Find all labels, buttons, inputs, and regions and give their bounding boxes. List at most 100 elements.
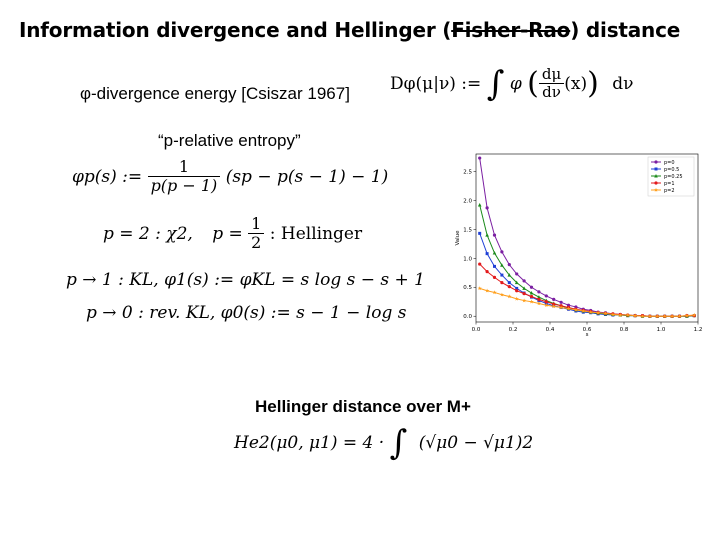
series-p-2 <box>477 286 697 318</box>
x-tick-label: 1.2 <box>694 327 703 333</box>
data-point <box>492 290 497 295</box>
data-point <box>507 294 512 299</box>
y-tick-label: 0.5 <box>463 285 472 291</box>
data-point <box>551 304 556 309</box>
phi-divergence-formula: Dφ(μ|ν) := ∫ φ (dμ dν (x)) dν <box>390 63 634 104</box>
data-point <box>654 174 658 178</box>
data-point <box>485 233 489 237</box>
x-tick-label: 0.0 <box>472 327 481 333</box>
data-point <box>507 263 511 267</box>
case-hellinger-text: : Hellinger <box>269 223 363 244</box>
data-point <box>537 295 541 299</box>
data-point <box>544 303 549 307</box>
data-point <box>500 273 504 277</box>
x-tick-label: 0.8 <box>620 327 629 333</box>
p-entropy-lhs: φp(s) := <box>72 166 143 187</box>
data-point <box>485 270 489 274</box>
data-point <box>529 291 534 295</box>
data-point <box>492 275 497 279</box>
data-point <box>522 279 526 283</box>
hellinger-lhs: He2(μ0, μ1) = 4 · <box>234 433 385 453</box>
data-point <box>499 292 504 297</box>
data-point <box>478 262 482 266</box>
series-line <box>479 263 695 317</box>
data-point <box>515 289 519 293</box>
x-tick-label: 0.2 <box>509 327 518 333</box>
fraction-denominator: dν <box>542 83 561 102</box>
p-relative-entropy-label: “p-relative entropy” <box>158 131 301 150</box>
y-tick-label: 0.0 <box>463 314 472 320</box>
data-point <box>537 290 541 294</box>
data-point <box>485 206 489 210</box>
data-point <box>522 292 526 296</box>
data-point <box>684 313 689 318</box>
fraction-numerator: dμ <box>538 65 565 85</box>
open-paren: ( <box>527 65 539 101</box>
data-point <box>492 251 497 255</box>
case-p-half-lhs: p = <box>212 223 243 244</box>
hellinger-rhs: (√μ0 − √μ1)2 <box>418 433 534 453</box>
data-point <box>662 314 667 318</box>
legend-label: p=0.25 <box>664 174 683 180</box>
integral-symbol: ∫ <box>486 63 505 104</box>
title-struck-text: Fisher-Rao <box>451 18 571 42</box>
p-entropy-formula: φp(s) := 1 p(p − 1) (sp − p(s − 1) − 1) <box>72 157 388 196</box>
data-point <box>581 308 586 313</box>
title-prefix: Information divergence and Hellinger ( <box>19 18 452 42</box>
y-tick-label: 1.0 <box>463 256 472 262</box>
data-point <box>515 286 519 290</box>
data-point <box>478 231 482 235</box>
data-point <box>588 309 593 314</box>
data-point <box>477 286 482 291</box>
legend-label: p=0.5 <box>664 167 679 173</box>
data-point <box>677 314 682 318</box>
axis-ticks: 0.0 0.2 0.4 0.6 0.8 1.0 1.2 0.0 0.5 1.0 1.5 2.0 2.5 <box>463 169 702 333</box>
dmu-dnu-fraction: dμ dν <box>538 65 565 102</box>
p-entropy-numerator: 1 <box>147 157 221 178</box>
data-point <box>552 302 556 306</box>
data-point <box>670 314 675 318</box>
data-point <box>647 314 652 318</box>
data-point <box>544 300 548 304</box>
data-point <box>618 312 623 317</box>
x-tick-label: 0.4 <box>546 327 555 333</box>
y-tick-label: 2.0 <box>463 198 472 204</box>
data-point <box>559 305 564 310</box>
case-reverse-kl: p → 0 : rev. KL, φ0(s) := s − 1 − log s <box>86 303 407 323</box>
legend-label: p=2 <box>664 188 675 194</box>
hellinger-integral: ∫ <box>389 423 408 463</box>
data-point <box>515 272 519 276</box>
data-point <box>500 281 504 285</box>
data-point <box>566 306 571 311</box>
data-point <box>500 250 504 254</box>
series-p-0-25 <box>477 202 697 318</box>
title-suffix: ) distance <box>570 18 681 42</box>
y-axis-label: Value <box>455 230 461 246</box>
data-point <box>537 297 541 302</box>
data-point <box>522 286 526 290</box>
data-point <box>529 294 534 299</box>
x-tick-label: 1.0 <box>657 327 666 333</box>
measure-dnu: dν <box>612 73 634 94</box>
data-point <box>514 280 519 285</box>
data-point <box>529 285 534 289</box>
data-point <box>529 299 534 304</box>
series-line <box>479 287 695 317</box>
data-point <box>573 307 578 312</box>
data-point <box>544 294 548 298</box>
data-point <box>692 312 697 317</box>
data-point <box>552 297 556 302</box>
data-point <box>633 313 638 318</box>
slide-title: Information divergence and Hellinger (Fi… <box>19 18 680 42</box>
data-point <box>640 314 645 318</box>
data-point <box>485 252 489 256</box>
close-paren: ) <box>587 65 599 101</box>
chart-legend: p=0p=0.5p=0.25p=1p=2 <box>647 156 695 197</box>
data-point <box>559 300 563 304</box>
data-point <box>653 187 659 192</box>
p-entropy-fraction: 1 p(p − 1) <box>147 157 221 196</box>
data-point <box>655 314 660 318</box>
data-point <box>492 233 497 237</box>
series-line <box>479 233 695 317</box>
